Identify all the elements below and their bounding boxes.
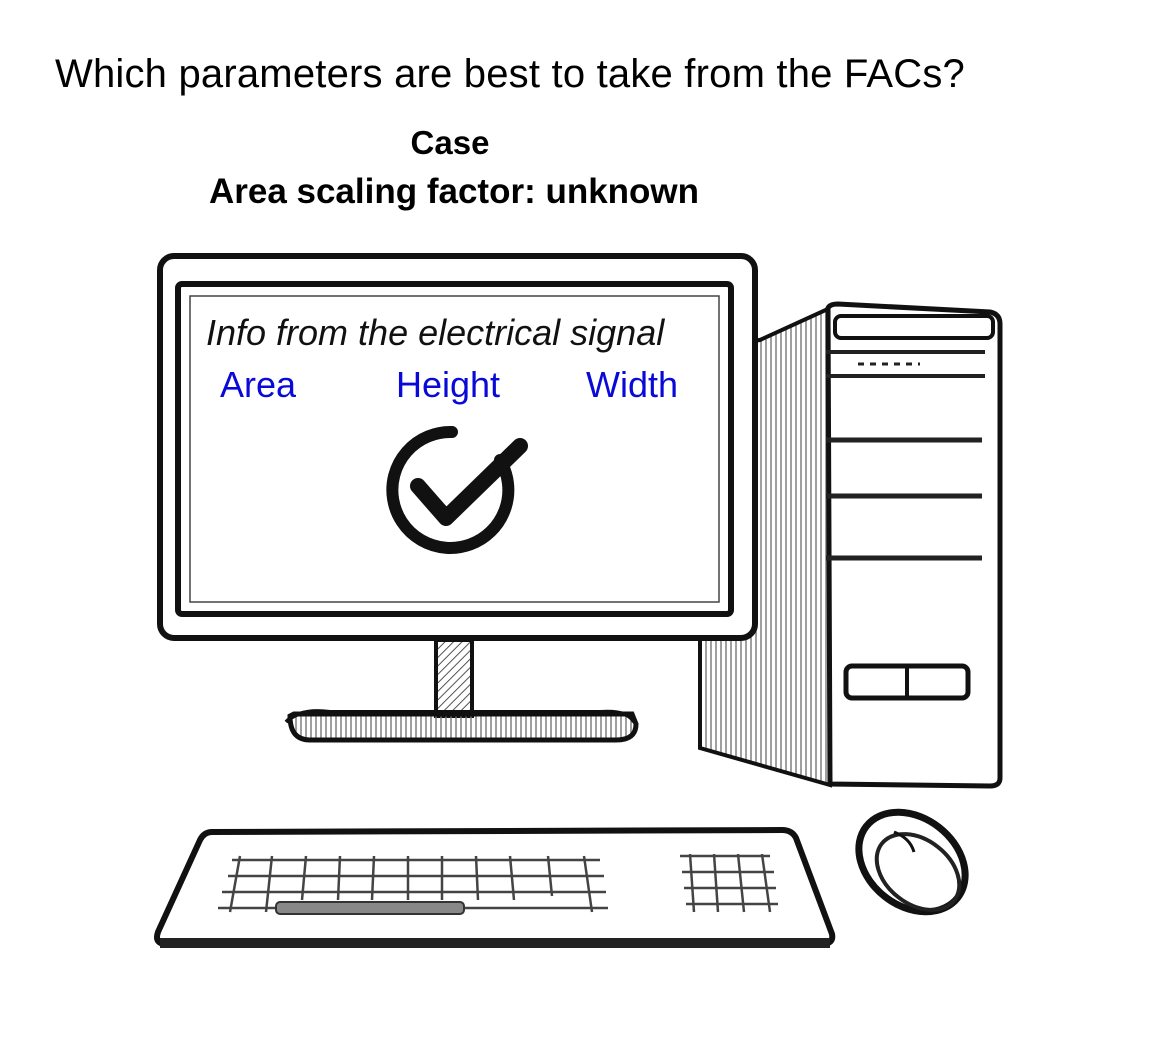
screen-heading: Info from the electrical signal bbox=[206, 312, 665, 353]
check-circle-icon bbox=[386, 425, 528, 554]
computer-tower-icon bbox=[698, 301, 1003, 789]
case-subtitle: Area scaling factor: unknown bbox=[208, 172, 700, 211]
mouse-icon bbox=[855, 808, 969, 916]
parameter-height: Height bbox=[396, 364, 501, 405]
keyboard-icon bbox=[154, 826, 836, 948]
parameter-area: Area bbox=[220, 364, 297, 405]
parameter-width: Width bbox=[586, 364, 679, 405]
case-title: Case bbox=[410, 124, 490, 161]
question-text: Which parameters are best to take from t… bbox=[55, 52, 965, 96]
